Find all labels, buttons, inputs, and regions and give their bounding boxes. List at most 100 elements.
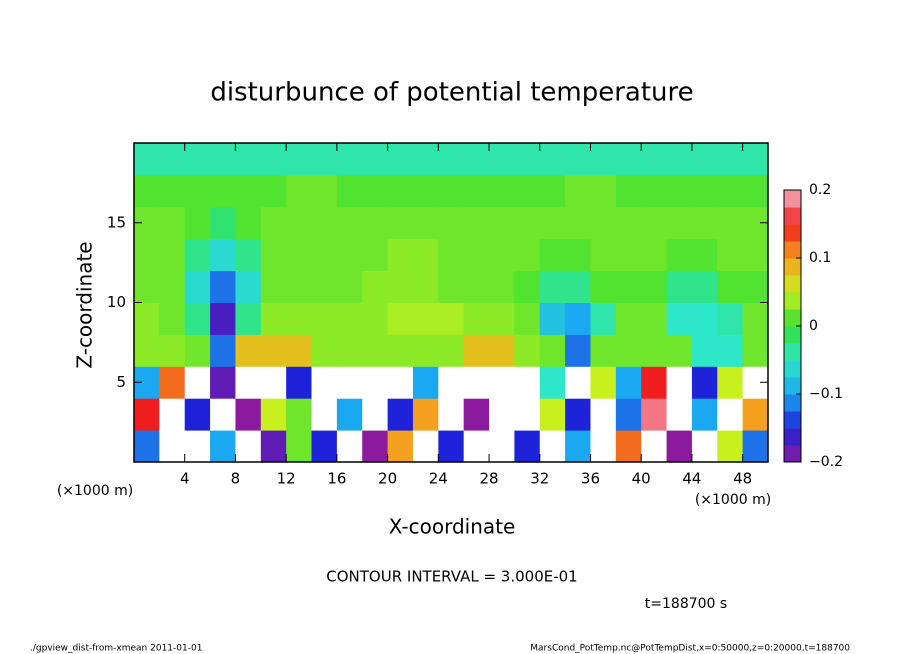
heat-cell [438,430,465,463]
y-unit: (×1000 m) [57,483,133,499]
heat-cell [717,174,744,208]
heat-cell [159,334,186,367]
x-tick-label: 24 [429,470,448,488]
heat-cell [336,270,363,303]
heat-cell [311,366,338,399]
heat-cell [159,270,186,303]
heat-cell [717,302,744,335]
colorbar-band [784,411,801,429]
heat-cell [336,430,363,463]
heat-cell [691,270,718,303]
heat-cell [184,366,211,399]
heat-cell [387,430,414,463]
heat-cell [615,430,642,463]
heat-cell [159,398,186,431]
colorbar-band [784,258,801,276]
heat-cell [210,366,236,399]
heat-cell [362,302,389,335]
heat-cell [387,302,414,335]
heat-cell [159,366,186,399]
heat-cell [615,302,642,335]
heat-cell [159,302,186,335]
heat-cell [311,174,338,208]
heat-cell [742,143,769,176]
heat-cell [717,143,744,176]
heat-cell [514,206,541,240]
heat-cell [514,430,541,463]
heat-cell [666,238,693,272]
y-axis-label: Z-coordinate [73,241,97,368]
heat-cell [742,398,769,431]
heat-cell [134,238,160,272]
heat-cell [134,270,160,303]
heat-cell [539,174,566,208]
heat-cell [615,270,642,303]
heat-cell [134,174,160,208]
heat-cell [336,302,363,335]
heat-cell [590,366,617,399]
x-tick-label: 16 [327,470,346,488]
heat-cell [387,398,414,431]
heat-cell [362,334,389,367]
heat-cell [412,174,439,208]
heat-cell [666,143,693,176]
heat-cell [489,270,515,303]
heat-cell [463,302,490,335]
heat-cell [235,143,262,176]
x-tick-label: 44 [682,470,701,488]
heat-cell [565,366,591,399]
heat-cell [134,430,160,463]
heat-cell [590,238,617,272]
heat-cell [489,302,515,335]
x-tick-label: 8 [231,470,241,488]
heat-cell [539,270,566,303]
heat-cell [691,398,718,431]
colorbar-band [784,360,801,378]
heat-cell [260,398,287,431]
colorbar-tick-label: 0 [809,318,818,334]
heat-cell [615,238,642,272]
heat-cell [210,174,236,208]
heat-cell [387,206,414,240]
heat-cell [412,206,439,240]
heat-cell [235,430,262,463]
colorbar-tick-label: −0.2 [809,454,843,470]
heat-cell [286,430,313,463]
heat-cell [184,334,211,367]
heat-cell [336,143,363,176]
heat-cell [412,238,439,272]
heat-cell [286,398,313,431]
heat-cell [260,174,287,208]
heat-cell [159,143,186,176]
heat-cell [412,366,439,399]
heat-cell [412,398,439,431]
heat-cell [463,174,490,208]
heat-cell [362,430,389,463]
heat-cell [590,334,617,367]
heat-cell [717,238,744,272]
heat-cell [641,174,668,208]
heat-cell [311,430,338,463]
heat-cell [641,302,668,335]
heat-cell [565,206,591,240]
heat-cell [311,334,338,367]
colorbar-band [784,241,801,259]
heat-cell [260,270,287,303]
heat-cell [387,174,414,208]
heat-cell [235,270,262,303]
heat-cell [438,366,465,399]
heat-cell [489,366,515,399]
heat-cell [463,430,490,463]
heat-cell [311,270,338,303]
heat-cell [489,334,515,367]
heat-cell [742,174,769,208]
heat-cell [438,174,465,208]
heat-cell [565,302,591,335]
heat-cell [311,206,338,240]
heat-cell [489,238,515,272]
heat-cell [134,143,160,176]
heat-cell [286,206,313,240]
heat-cell [565,430,591,463]
heat-cell [438,270,465,303]
heat-cell [184,302,211,335]
